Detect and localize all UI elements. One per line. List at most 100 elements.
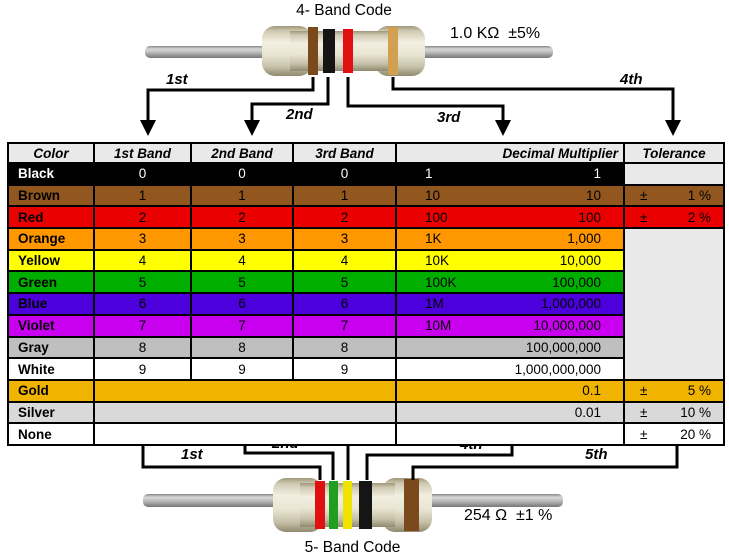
- top-arrow-3rd: [346, 77, 511, 136]
- color-name-cell: Brown: [7, 183, 95, 208]
- tolerance-value: 2 %: [687, 209, 711, 225]
- band2-value-cell: 6: [190, 292, 294, 316]
- table-body: Black 0 0 0 1 1 Brown 1 1 1 10 10 ±1 % Red 2 2 2 100 100 ±2…: [7, 162, 725, 446]
- tolerance-cell: ±10 %: [623, 400, 725, 425]
- row-green: Green 5 5 5 100K 100,000: [7, 270, 724, 295]
- multiplier-cell: 1K 1,000: [395, 227, 625, 251]
- band-black-icon: [323, 29, 335, 73]
- color-name-cell: Blue: [7, 292, 95, 316]
- column-header-1st-band: 1st Band: [93, 142, 192, 164]
- color-name-cell: Violet: [7, 313, 95, 338]
- five-band-code-title: 5- Band Code: [304, 539, 401, 556]
- multiplier-long: 100,000,000: [525, 339, 601, 355]
- column-header-decimal-multiplier: Decimal Multiplier: [395, 142, 625, 164]
- band3-value-cell: 3: [292, 227, 397, 251]
- tolerance-cell: ±2 %: [623, 205, 725, 230]
- multiplier-cell: [395, 422, 625, 446]
- plus-minus-sign: ±: [640, 404, 648, 420]
- tolerance-cell: ±1 %: [623, 183, 725, 208]
- band-brown-icon: [404, 479, 419, 531]
- row-yellow: Yellow 4 4 4 10K 10,000: [7, 248, 724, 273]
- merged-bands-cell: [93, 422, 397, 446]
- multiplier-cell: 10M 10,000,000: [395, 313, 625, 338]
- multiplier-long: 1,000: [567, 231, 601, 247]
- band1-value-cell: 7: [93, 313, 192, 338]
- color-name-cell: Red: [7, 205, 95, 230]
- multiplier-short: 1: [425, 166, 433, 182]
- row-blue: Blue 6 6 6 1M 1,000,000: [7, 292, 724, 316]
- top-arrow-2nd: [244, 77, 330, 136]
- row-gold: Gold 0.1 ±5 %: [7, 378, 725, 403]
- top-arrow-label-4th: 4th: [620, 71, 643, 88]
- bottom-arrow-label-1st: 1st: [181, 446, 203, 463]
- band1-value-cell: 0: [93, 162, 192, 186]
- multiplier-cell: 10K 10,000: [395, 248, 625, 273]
- column-header-3rd-band: 3rd Band: [292, 142, 397, 164]
- four-band-code-title: 4- Band Code: [296, 2, 392, 19]
- color-name-cell: Black: [7, 162, 95, 186]
- multiplier-long: 10,000: [559, 253, 601, 269]
- column-header-tolerance: Tolerance: [623, 142, 725, 164]
- merged-bands-cell: [93, 378, 397, 403]
- multiplier-short: 10M: [425, 318, 452, 334]
- merged-bands-cell: [93, 400, 397, 425]
- band3-value-cell: 2: [292, 205, 397, 230]
- multiplier-cell: 1M 1,000,000: [395, 292, 625, 316]
- multiplier-long: 0.1: [582, 383, 601, 399]
- color-code-table: Color 1st Band 2nd Band 3rd Band Decimal Mul…: [7, 142, 725, 446]
- band3-value-cell: 9: [292, 357, 397, 381]
- tolerance-value: 20 %: [680, 426, 711, 442]
- bottom-arrow-label-5th: 5th: [585, 446, 608, 463]
- multiplier-cell: 100,000,000: [395, 335, 625, 360]
- tolerance-cell: ±20 %: [623, 422, 725, 446]
- band3-value-cell: 8: [292, 335, 397, 360]
- multiplier-long: 1,000,000: [540, 296, 601, 312]
- band2-value-cell: 8: [190, 335, 294, 360]
- band1-value-cell: 2: [93, 205, 192, 230]
- band1-value-cell: 9: [93, 357, 192, 381]
- top-arrow-label-3rd: 3rd: [437, 109, 461, 126]
- multiplier-cell: 100 100: [395, 205, 625, 230]
- band2-value-cell: 9: [190, 357, 294, 381]
- tolerance-cell: [623, 227, 725, 381]
- band1-value-cell: 6: [93, 292, 192, 316]
- plus-minus-sign: ±: [640, 383, 648, 399]
- band-brown-icon: [308, 27, 318, 75]
- multiplier-short: 1M: [425, 296, 444, 312]
- multiplier-long: 10: [585, 188, 601, 204]
- tolerance-cell: ±5 %: [623, 378, 725, 403]
- multiplier-short: 10: [425, 188, 441, 204]
- tolerance-value: 5 %: [687, 383, 711, 399]
- multiplier-cell: 1,000,000,000: [395, 357, 625, 381]
- row-orange: Orange 3 3 3 1K 1,000: [7, 227, 725, 381]
- band2-value-cell: 5: [190, 270, 294, 295]
- color-name-cell: White: [7, 357, 95, 381]
- color-name-cell: Green: [7, 270, 95, 295]
- column-header-color: Color: [7, 142, 95, 164]
- multiplier-long: 10,000,000: [533, 318, 601, 334]
- tolerance-value: 1 %: [687, 188, 711, 204]
- multiplier-short: 100K: [425, 274, 457, 290]
- top-arrow-label-1st: 1st: [166, 71, 188, 88]
- band1-value-cell: 8: [93, 335, 192, 360]
- band-black-icon: [359, 481, 372, 529]
- top-arrow-4th: [391, 77, 681, 136]
- row-violet: Violet 7 7 7 10M 10,000,000: [7, 313, 724, 338]
- band2-value-cell: 0: [190, 162, 294, 186]
- band-red-icon: [315, 481, 325, 529]
- row-white: White 9 9 9 1,000,000,000: [7, 357, 724, 381]
- color-name-cell: None: [7, 422, 95, 446]
- table-header: Color 1st Band 2nd Band 3rd Band Decimal Mul…: [7, 142, 725, 164]
- multiplier-long: 100,000: [552, 274, 601, 290]
- multiplier-long: 1,000,000,000: [514, 361, 601, 377]
- column-header-2nd-band: 2nd Band: [190, 142, 294, 164]
- row-silver: Silver 0.01 ±10 %: [7, 400, 725, 425]
- multiplier-long: 100: [578, 209, 601, 225]
- four-band-resistor: [145, 26, 553, 76]
- top-arrow-label-2nd: 2nd: [286, 106, 313, 123]
- five-band-resistor-value: 254 Ω ±1 %: [464, 507, 553, 524]
- band1-value-cell: 1: [93, 183, 192, 208]
